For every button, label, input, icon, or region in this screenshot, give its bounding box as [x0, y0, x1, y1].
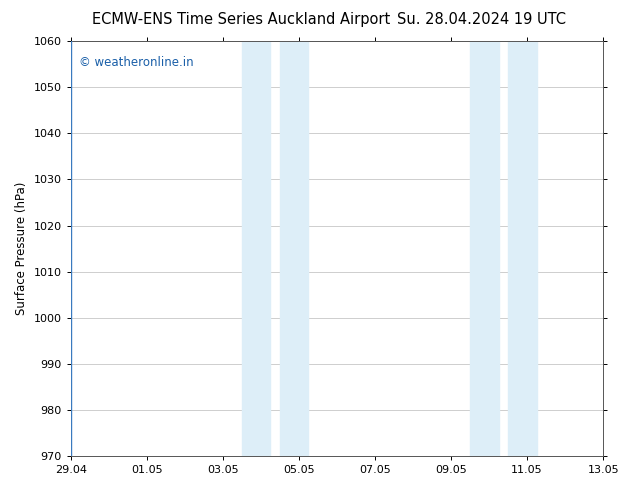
- Bar: [280, 41, 308, 456]
- Bar: [470, 41, 498, 456]
- Text: Su. 28.04.2024 19 UTC: Su. 28.04.2024 19 UTC: [398, 12, 566, 27]
- Y-axis label: Surface Pressure (hPa): Surface Pressure (hPa): [15, 182, 28, 315]
- Text: © weatheronline.in: © weatheronline.in: [79, 56, 193, 69]
- Text: ECMW-ENS Time Series Auckland Airport: ECMW-ENS Time Series Auckland Airport: [92, 12, 390, 27]
- Bar: [242, 41, 270, 456]
- Bar: [508, 41, 536, 456]
